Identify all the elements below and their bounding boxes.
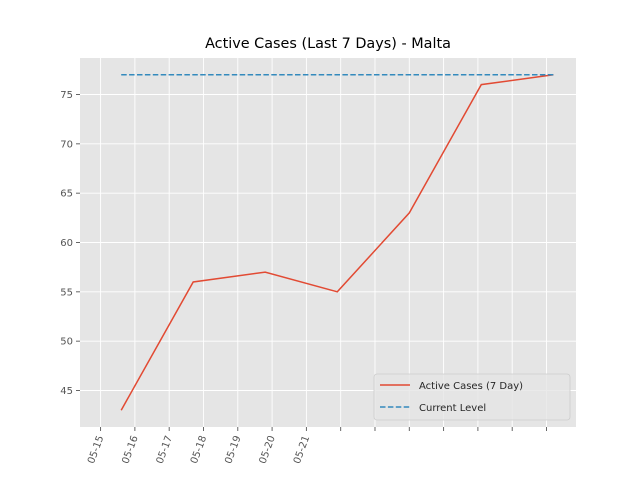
x-tick-label: 05-20 (258, 434, 278, 465)
legend-label: Active Cases (7 Day) (419, 381, 523, 392)
x-tick-label: 05-21 (292, 434, 312, 465)
y-tick-label: 70 (60, 139, 73, 150)
y-tick-label: 75 (60, 90, 73, 101)
x-tick-label: 05-15 (86, 434, 106, 465)
x-tick-label: 05-16 (120, 434, 140, 465)
series-layer (120, 74, 554, 411)
chart-title: Active Cases (Last 7 Days) - Malta (205, 36, 451, 52)
legend-box (373, 373, 571, 421)
x-axis: 05-15 05-16 05-17 05-18 05-19 05-20 05-21 (86, 427, 547, 465)
y-tick-label: 50 (60, 337, 73, 348)
y-tick-label: 45 (60, 386, 73, 397)
series-line-0 (120, 74, 554, 411)
y-tick-label: 55 (60, 287, 73, 298)
legend-label: Current Level (419, 403, 486, 414)
legend: Active Cases (7 Day) Current Level (373, 373, 571, 421)
x-tick-label: 05-17 (155, 434, 175, 465)
x-tick-label: 05-19 (223, 434, 243, 465)
gridlines (80, 58, 576, 427)
y-tick-label: 60 (60, 238, 73, 249)
y-tick-label: 65 (60, 189, 73, 200)
x-tick-label: 05-18 (189, 434, 209, 465)
y-axis: 45 50 55 60 65 70 75 (60, 90, 80, 397)
